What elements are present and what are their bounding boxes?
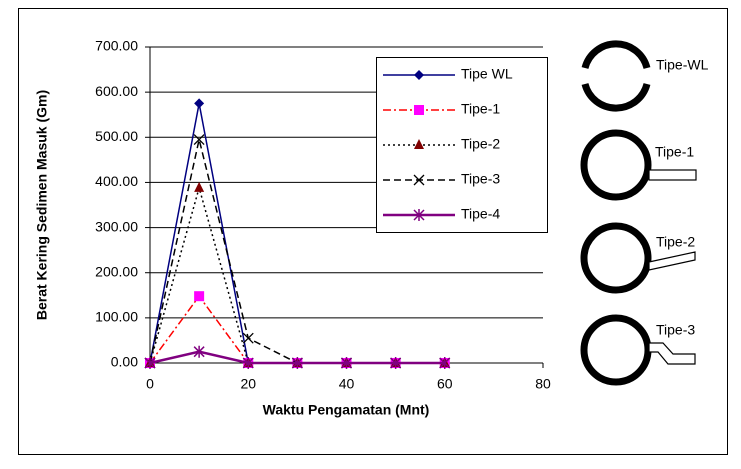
diagram-label: Tipe-1 [655, 144, 694, 160]
y-tick-label: 400.00 [95, 173, 138, 189]
figure: Waktu Pengamatan (Mnt) Berat Kering Sedi… [0, 0, 741, 464]
legend-label: Tipe-4 [461, 206, 500, 222]
legend-label: Tipe-3 [461, 171, 500, 187]
y-tick-label: 200.00 [95, 263, 138, 279]
y-axis-title: Berat Kering Sedimen Masuk (Gm) [34, 90, 50, 320]
x-tick-label: 0 [146, 376, 154, 392]
legend-label: Tipe WL [461, 66, 513, 82]
x-tick-label: 40 [339, 376, 355, 392]
y-tick-label: 0.00 [111, 354, 138, 370]
diagram-label: Tipe-WL [656, 57, 709, 73]
x-tick-label: 60 [437, 376, 453, 392]
marker [194, 291, 204, 301]
legend-marker [414, 105, 424, 115]
legend-label: Tipe-1 [461, 101, 500, 117]
x-tick-label: 80 [535, 376, 551, 392]
y-tick-label: 600.00 [95, 83, 138, 99]
x-tick-label: 20 [240, 376, 256, 392]
y-tick-label: 700.00 [95, 38, 138, 54]
y-tick-label: 500.00 [95, 128, 138, 144]
diagram-label: Tipe-2 [656, 234, 695, 250]
tube-1 [649, 170, 696, 180]
y-tick-label: 100.00 [95, 309, 138, 325]
legend-label: Tipe-2 [461, 136, 500, 152]
legend: Tipe WL Tipe-1 Tipe-2 Tipe-3 Tipe-4 [377, 58, 548, 233]
x-axis-title: Waktu Pengamatan (Mnt) [263, 402, 430, 418]
diagram-label: Tipe-3 [656, 322, 695, 338]
y-tick-label: 300.00 [95, 218, 138, 234]
